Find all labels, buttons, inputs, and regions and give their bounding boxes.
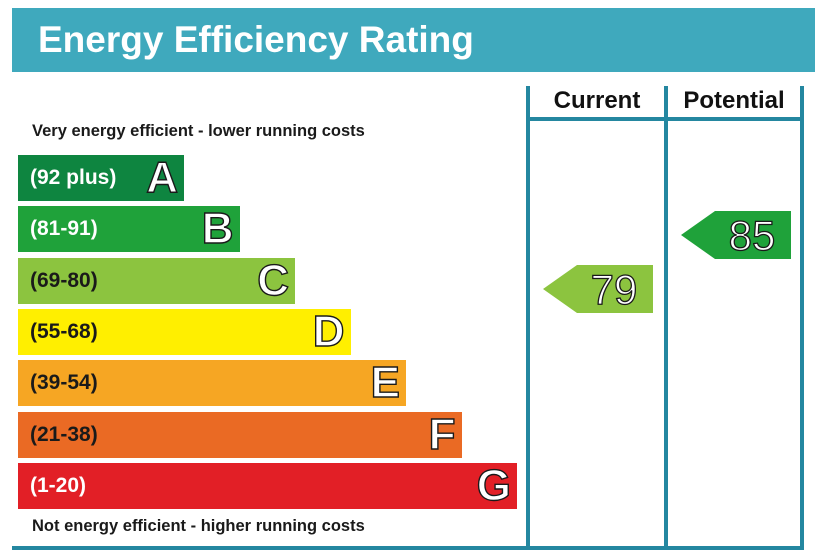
band-range-label: (21-38) [30, 422, 98, 446]
band-range-label: (1-20) [30, 473, 87, 497]
chart-title: Energy Efficiency Rating [38, 19, 474, 60]
band-g: (1-20) G [18, 460, 517, 510]
band-letter: A [146, 152, 179, 202]
current-arrow-fill [543, 264, 653, 313]
potential-rating-arrow: 85 [681, 211, 791, 260]
band-letter: G [476, 460, 512, 510]
middle-rule [664, 86, 668, 550]
band-letter: F [428, 409, 456, 459]
band-range-label: (69-80) [30, 268, 98, 292]
band-a: (92 plus) A [18, 152, 184, 203]
current-column-header: Current [553, 87, 641, 114]
top-scale-note: Very energy efficient - lower running co… [32, 122, 365, 140]
band-range-label: (55-68) [30, 319, 98, 343]
band-range-label: (39-54) [30, 371, 98, 395]
band-letter: C [257, 255, 290, 305]
potential-arrow-fill [681, 211, 791, 260]
band-letter: D [312, 306, 345, 356]
left-rule [526, 86, 530, 550]
band-d: (55-68) D [18, 306, 351, 357]
band-c: (69-80) C [18, 255, 295, 305]
title-banner: Energy Efficiency Rating [12, 8, 815, 72]
band-letter: E [370, 357, 401, 408]
band-b: (81-91) B [18, 204, 240, 254]
current-arrow-shape [543, 264, 653, 313]
band-letter: B [201, 204, 234, 254]
right-rule [800, 86, 804, 550]
potential-rating-value: 85 [728, 212, 776, 260]
potential-arrow-shape [681, 211, 791, 260]
bottom-rule [12, 546, 804, 550]
band-e: (39-54) E [18, 357, 406, 408]
band-range-label: (81-91) [30, 217, 98, 241]
current-rating-value: 79 [590, 265, 638, 313]
bottom-scale-note: Not energy efficient - higher running co… [32, 517, 365, 535]
band-f: (21-38) F [18, 409, 462, 459]
current-rating-arrow: 79 [543, 264, 653, 313]
potential-column-header: Potential [683, 87, 785, 114]
band-range-label: (92 plus) [30, 166, 117, 189]
header-rule [526, 117, 804, 121]
